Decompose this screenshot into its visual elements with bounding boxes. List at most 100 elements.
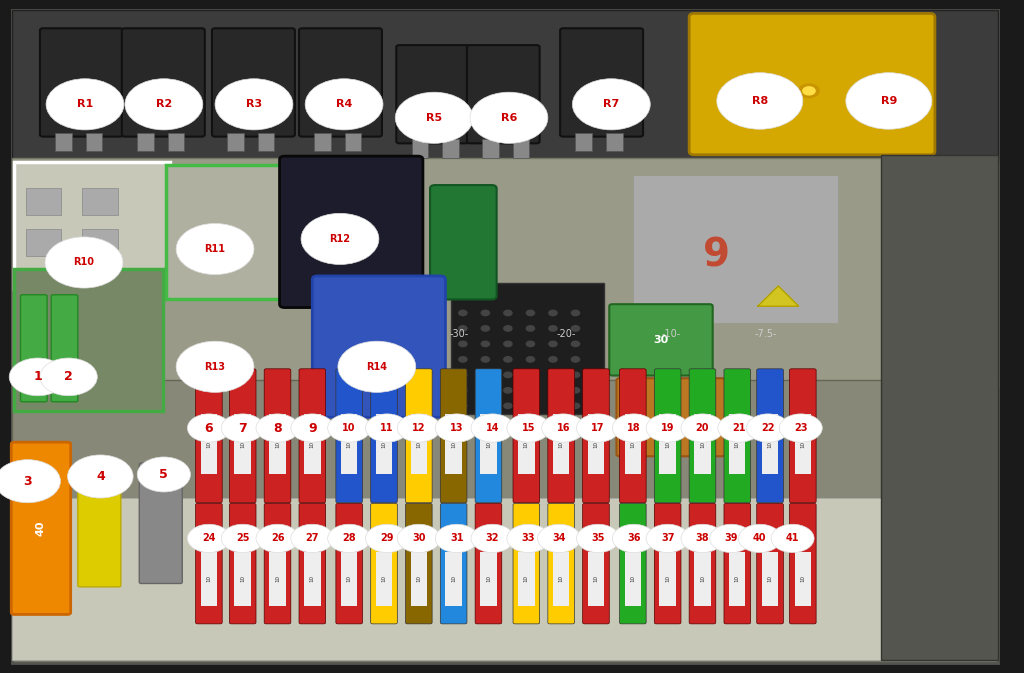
FancyBboxPatch shape [12,380,998,660]
FancyBboxPatch shape [314,133,331,151]
FancyBboxPatch shape [654,503,681,624]
Circle shape [612,414,655,442]
Text: -10-: -10- [662,330,680,339]
Circle shape [459,403,467,409]
Text: R5: R5 [426,113,442,122]
Circle shape [846,73,932,129]
Text: 17: 17 [591,423,605,433]
Circle shape [435,524,478,553]
FancyBboxPatch shape [227,133,244,151]
Circle shape [549,403,557,409]
FancyBboxPatch shape [122,28,205,137]
Circle shape [459,372,467,378]
FancyBboxPatch shape [40,28,123,137]
Circle shape [549,310,557,316]
Circle shape [481,357,489,362]
Text: 10: 10 [241,441,245,448]
FancyBboxPatch shape [55,133,72,151]
Text: 23: 23 [794,423,808,433]
Circle shape [572,79,650,130]
Text: 5: 5 [160,468,168,481]
Circle shape [549,326,557,331]
Text: 9: 9 [308,421,316,435]
FancyBboxPatch shape [336,503,362,624]
FancyBboxPatch shape [445,414,462,474]
Circle shape [459,357,467,362]
Circle shape [305,79,383,130]
Circle shape [646,414,689,442]
Text: R12: R12 [330,234,350,244]
FancyBboxPatch shape [304,414,321,474]
FancyBboxPatch shape [12,158,998,387]
FancyBboxPatch shape [376,414,392,474]
Circle shape [176,223,254,275]
Circle shape [459,388,467,393]
Text: 10: 10 [417,441,421,448]
Circle shape [256,524,299,553]
FancyBboxPatch shape [201,552,217,606]
FancyBboxPatch shape [445,552,462,606]
Text: 33: 33 [521,534,536,543]
Circle shape [746,414,790,442]
Text: R6: R6 [501,113,517,122]
FancyBboxPatch shape [269,414,286,474]
Circle shape [481,341,489,347]
FancyBboxPatch shape [729,414,745,474]
FancyBboxPatch shape [609,304,713,376]
Text: 18: 18 [627,423,641,433]
Text: 10: 10 [342,423,356,433]
Text: 10: 10 [486,441,490,448]
Text: 10: 10 [631,575,635,582]
Text: 10: 10 [524,575,528,582]
FancyBboxPatch shape [518,552,535,606]
FancyBboxPatch shape [430,185,497,299]
FancyBboxPatch shape [196,369,222,503]
Circle shape [504,403,512,409]
Text: GM: GM [341,244,361,254]
Text: R8: R8 [752,96,768,106]
FancyBboxPatch shape [548,369,574,503]
FancyBboxPatch shape [442,139,459,158]
Text: 10: 10 [700,575,705,582]
Circle shape [504,372,512,378]
Circle shape [526,403,535,409]
Circle shape [68,455,133,498]
FancyBboxPatch shape [694,414,711,474]
Circle shape [481,403,489,409]
Text: R14: R14 [367,362,387,371]
Circle shape [366,414,409,442]
FancyBboxPatch shape [724,369,751,503]
Text: 10: 10 [735,575,739,582]
Circle shape [366,524,409,553]
Text: 10: 10 [559,441,563,448]
Text: R7: R7 [603,100,620,109]
Circle shape [328,524,371,553]
Circle shape [571,403,580,409]
FancyBboxPatch shape [78,466,121,587]
Text: 13: 13 [450,423,464,433]
Text: 10: 10 [275,441,280,448]
Circle shape [221,414,264,442]
Text: 41: 41 [785,534,800,543]
FancyBboxPatch shape [659,414,676,474]
Circle shape [9,358,67,396]
Text: 26: 26 [270,534,285,543]
Circle shape [571,326,580,331]
FancyBboxPatch shape [201,414,217,474]
Circle shape [526,310,535,316]
Circle shape [215,79,293,130]
FancyBboxPatch shape [583,369,609,503]
FancyBboxPatch shape [376,552,392,606]
Circle shape [256,414,299,442]
Circle shape [549,388,557,393]
Text: R3: R3 [246,100,262,109]
Text: 11: 11 [380,423,394,433]
FancyBboxPatch shape [583,503,609,624]
FancyBboxPatch shape [659,552,676,606]
Circle shape [542,414,585,442]
FancyBboxPatch shape [881,155,998,660]
FancyBboxPatch shape [26,229,61,256]
FancyBboxPatch shape [689,503,716,624]
Text: 40: 40 [663,413,679,422]
Circle shape [481,372,489,378]
